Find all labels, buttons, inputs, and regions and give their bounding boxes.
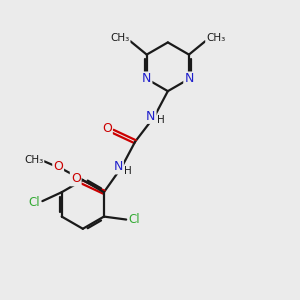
Text: Cl: Cl (28, 196, 40, 209)
Text: CH₃: CH₃ (24, 155, 44, 165)
Text: N: N (142, 73, 152, 85)
Text: O: O (53, 160, 63, 173)
Text: CH₃: CH₃ (110, 33, 130, 43)
Text: Cl: Cl (129, 213, 140, 226)
Text: O: O (71, 172, 81, 185)
Text: O: O (102, 122, 112, 135)
Text: N: N (184, 73, 194, 85)
Text: N: N (146, 110, 156, 123)
Text: H: H (157, 115, 165, 125)
Text: N: N (113, 160, 123, 173)
Text: H: H (124, 166, 132, 176)
Text: CH₃: CH₃ (206, 33, 225, 43)
